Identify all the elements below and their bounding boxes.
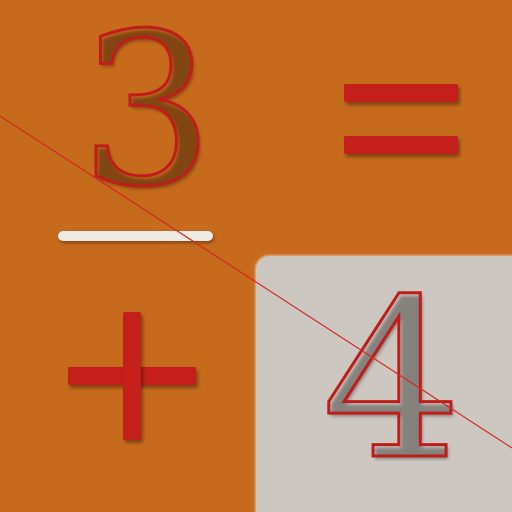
equals-sign-bottom-bar xyxy=(344,136,458,154)
digit-four: 4 xyxy=(321,252,464,508)
digit-three: 3 xyxy=(79,0,216,233)
equals-sign-top-bar xyxy=(344,84,458,102)
plus-sign-vertical xyxy=(123,312,141,440)
minus-sign xyxy=(58,231,213,241)
